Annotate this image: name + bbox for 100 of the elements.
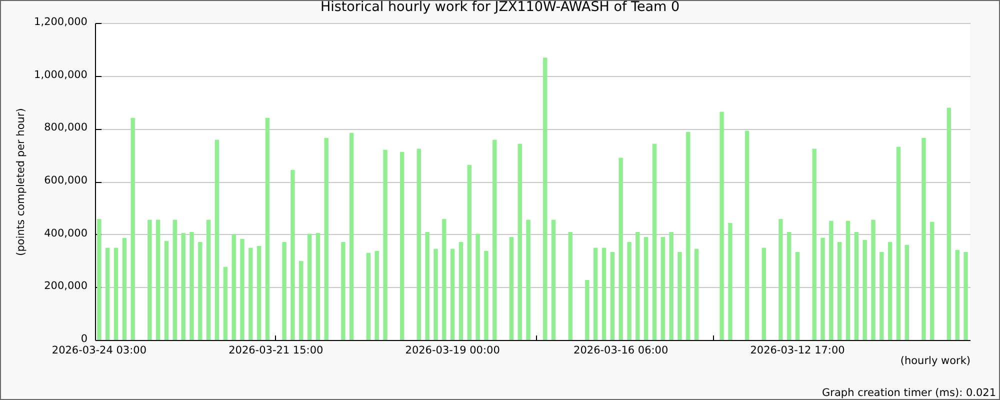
bar <box>964 252 968 340</box>
bar <box>946 108 952 340</box>
bar <box>778 219 783 340</box>
bar <box>181 233 186 340</box>
bar <box>425 232 430 340</box>
bar <box>434 248 438 340</box>
bar <box>829 220 834 340</box>
y-tick-label: 600,000 <box>44 174 88 186</box>
bar <box>148 220 152 340</box>
bar <box>627 242 632 340</box>
bar <box>820 238 825 340</box>
bar <box>686 132 690 340</box>
bar <box>374 250 379 340</box>
bar <box>669 232 674 340</box>
bar <box>568 232 572 340</box>
y-tick-label: 800,000 <box>44 122 88 134</box>
bar <box>795 252 800 340</box>
bar <box>787 232 792 340</box>
bar <box>854 232 859 340</box>
bar <box>720 112 724 340</box>
bar <box>416 148 422 340</box>
bar <box>602 248 606 340</box>
bar <box>660 236 666 340</box>
bar <box>223 266 228 340</box>
bar <box>922 138 926 340</box>
bar <box>896 146 901 340</box>
bar <box>644 236 648 340</box>
bar <box>442 219 446 340</box>
bar <box>930 222 934 340</box>
x-axis-title: (hourly work) <box>900 355 970 367</box>
bar <box>880 252 884 340</box>
bar <box>551 220 556 340</box>
bar <box>214 140 220 340</box>
x-tick-label: 2026-03-21 15:00 <box>228 344 324 356</box>
bar <box>366 252 371 340</box>
bar <box>97 219 102 340</box>
bar <box>400 152 404 340</box>
bar <box>492 140 497 340</box>
bar <box>812 148 816 340</box>
y-tick-label: 1,200,000 <box>34 16 88 28</box>
bar <box>458 242 464 340</box>
bar <box>122 238 127 340</box>
bar <box>594 248 598 340</box>
bar <box>678 252 682 340</box>
bar <box>543 58 548 340</box>
bar <box>762 248 766 340</box>
bar <box>888 242 892 340</box>
y-tick-label: 0 <box>80 333 88 345</box>
bar <box>467 164 472 340</box>
chart-title: Historical hourly work for JZX110W-AWASH of Team 0 <box>320 0 680 15</box>
bar <box>341 242 346 340</box>
bar <box>350 132 354 340</box>
bar <box>299 261 304 340</box>
x-tick-label: 2026-03-16 06:00 <box>574 344 668 356</box>
bar <box>232 234 236 340</box>
y-axis-title: (points completed per hour) <box>15 108 28 256</box>
bar <box>282 242 286 340</box>
bar <box>862 240 867 340</box>
bar <box>476 234 480 340</box>
bar <box>190 232 194 340</box>
bar <box>846 220 850 340</box>
bar <box>904 244 909 340</box>
bar <box>172 220 178 340</box>
bar <box>156 220 160 340</box>
bar <box>106 248 110 340</box>
bar <box>206 220 211 340</box>
y-tick-label: 400,000 <box>44 227 88 240</box>
bar <box>652 144 657 340</box>
bar <box>585 280 590 340</box>
y-tick-label: 1,000,000 <box>34 68 88 81</box>
bar <box>290 170 295 340</box>
bar <box>256 246 262 340</box>
bar <box>316 233 320 340</box>
x-tick-label: 2026-03-12 17:00 <box>750 344 845 356</box>
bar <box>636 232 640 340</box>
bar <box>837 242 842 340</box>
bar <box>610 252 615 340</box>
bar <box>164 240 169 340</box>
bar <box>450 248 455 340</box>
bar <box>240 238 244 340</box>
bar <box>114 248 118 340</box>
bar <box>383 150 388 340</box>
bar <box>248 248 253 340</box>
bar <box>198 242 202 340</box>
text: Graph creation timer (ms): 0.021 <box>822 387 996 399</box>
bar <box>728 222 732 340</box>
bar <box>871 220 876 340</box>
bar <box>509 236 514 340</box>
bar <box>484 250 488 340</box>
bar <box>265 118 270 340</box>
x-tick-label: 2026-03-24 03:00 <box>52 344 147 356</box>
bar <box>694 248 699 340</box>
bar <box>744 130 750 340</box>
bar <box>618 158 623 340</box>
y-tick-label: 200,000 <box>44 280 88 292</box>
x-tick-label: 2026-03-19 00:00 <box>405 344 500 356</box>
bar <box>518 144 522 340</box>
bar <box>307 234 312 340</box>
bar <box>526 220 530 340</box>
bar <box>955 250 960 340</box>
